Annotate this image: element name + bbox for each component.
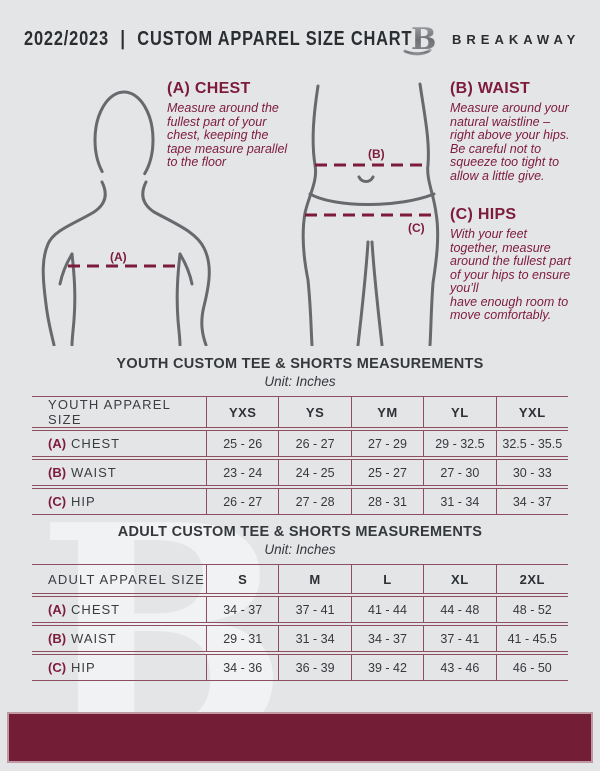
row-label: CHEST: [71, 602, 121, 617]
measurement-value: 31 - 34: [278, 625, 351, 652]
measurement-value: 27 - 30: [423, 459, 496, 486]
row-prefix: (B): [48, 631, 67, 646]
row-label: WAIST: [71, 465, 117, 480]
measurement-value: 32.5 - 35.5: [495, 430, 568, 457]
measurement-value: 25 - 26: [206, 430, 279, 457]
measurement-value: 37 - 41: [423, 625, 496, 652]
adult-waist-row: (B) WAIST 29 - 31 31 - 34 34 - 37 37 - 41…: [32, 625, 568, 652]
hips-marker-label: (C): [408, 221, 425, 235]
measurement-value: 27 - 29: [350, 430, 424, 457]
measurement-value: 29 - 31: [206, 625, 279, 652]
row-prefix: (C): [48, 494, 67, 509]
row-prefix: (C): [48, 660, 67, 675]
waist-marker-label: (B): [368, 147, 385, 161]
measurement-value: 41 - 45.5: [495, 625, 568, 652]
size-col-header: YM: [350, 396, 424, 428]
chest-marker-label: (A): [110, 250, 127, 264]
chest-heading: (A) CHEST: [167, 80, 251, 97]
measurement-value: 25 - 27: [350, 459, 424, 486]
row-label: WAIST: [71, 631, 117, 646]
brand-name: BREAKAWAY: [452, 31, 581, 47]
youth-header-row: YOUTH APPAREL SIZE YXS YS YM YL YXL: [32, 396, 568, 428]
row-prefix: (A): [48, 602, 67, 617]
youth-chest-row: (A) CHEST 25 - 26 26 - 27 27 - 29 29 - 32…: [32, 430, 568, 457]
hips-description: With your feet together, measure around …: [450, 227, 571, 322]
adult-table-title: ADULT CUSTOM TEE & SHORTS MEASUREMENTS: [117, 524, 483, 540]
upper-body-figure: [41, 90, 211, 346]
measurement-value: 29 - 32.5: [423, 430, 496, 457]
youth-table-title: YOUTH CUSTOM TEE & SHORTS MEASUREMENTS: [116, 356, 484, 372]
measurement-value: 41 - 44: [350, 596, 424, 623]
measurement-value: 43 - 46: [423, 654, 496, 681]
measurement-value: 30 - 33: [495, 459, 568, 486]
size-col-header: L: [350, 564, 424, 594]
size-col-header: YXL: [495, 396, 568, 428]
measurement-value: 39 - 42: [350, 654, 424, 681]
adult-chest-row: (A) CHEST 34 - 37 37 - 41 41 - 44 44 - 48…: [32, 596, 568, 623]
size-col-header: M: [278, 564, 351, 594]
adult-size-label-header: ADULT APPAREL SIZE: [32, 564, 206, 594]
svg-text:B: B: [411, 22, 436, 56]
size-col-header: YL: [423, 396, 496, 428]
size-col-header: YS: [278, 396, 351, 428]
row-prefix: (B): [48, 465, 67, 480]
measurement-row-label: (C) HIP: [32, 488, 206, 515]
row-label: CHEST: [71, 436, 121, 451]
measurement-value: 31 - 34: [423, 488, 496, 515]
measurement-value: 23 - 24: [206, 459, 279, 486]
adult-table-unit: Unit: Inches: [264, 542, 336, 557]
measurement-value: 26 - 27: [206, 488, 279, 515]
measurement-row-label: (A) CHEST: [32, 596, 206, 623]
page-header: 2022/2023 | CUSTOM APPAREL SIZE CHART: [24, 28, 412, 51]
header-separator: |: [120, 28, 126, 50]
youth-table-unit: Unit: Inches: [264, 374, 336, 389]
adult-size-table: ADULT APPAREL SIZE S M L XL 2XL (A) CHEST…: [32, 562, 568, 683]
adult-header-row: ADULT APPAREL SIZE S M L XL 2XL: [32, 564, 568, 594]
youth-size-label-header: YOUTH APPAREL SIZE: [32, 396, 206, 428]
measurement-value: 46 - 50: [495, 654, 568, 681]
measurement-value: 26 - 27: [278, 430, 351, 457]
footer-accent-bar: [7, 712, 593, 763]
row-label: HIP: [71, 494, 96, 509]
measurement-row-label: (B) WAIST: [32, 625, 206, 652]
youth-waist-row: (B) WAIST 23 - 24 24 - 25 25 - 27 27 - 30…: [32, 459, 568, 486]
chest-description: Measure around the fullest part of your …: [167, 101, 288, 169]
measurement-row-label: (C) HIP: [32, 654, 206, 681]
measurement-row-label: (B) WAIST: [32, 459, 206, 486]
size-col-header: YXS: [206, 396, 279, 428]
measurement-value: 37 - 41: [278, 596, 351, 623]
lower-body-figure: [301, 82, 440, 346]
hips-heading: (C) HIPS: [450, 206, 517, 223]
youth-size-table: YOUTH APPAREL SIZE YXS YS YM YL YXL (A) C…: [32, 394, 568, 517]
measurement-value: 48 - 52: [495, 596, 568, 623]
youth-hip-row: (C) HIP 26 - 27 27 - 28 28 - 31 31 - 34 3…: [32, 488, 568, 515]
size-col-header: S: [206, 564, 279, 594]
measurement-value: 34 - 37: [206, 596, 279, 623]
size-col-header: 2XL: [495, 564, 568, 594]
measurement-row-label: (A) CHEST: [32, 430, 206, 457]
waist-description: Measure around your natural waistline – …: [450, 101, 570, 183]
season-year: 2022/2023: [24, 28, 109, 50]
measurement-value: 36 - 39: [278, 654, 351, 681]
brand-logo: B BREAKAWAY: [402, 22, 580, 56]
measurement-value: 24 - 25: [278, 459, 351, 486]
measurement-value: 44 - 48: [423, 596, 496, 623]
size-col-header: XL: [423, 564, 496, 594]
waist-heading: (B) WAIST: [450, 80, 531, 97]
measurement-value: 34 - 37: [495, 488, 568, 515]
adult-hip-row: (C) HIP 34 - 36 36 - 39 39 - 42 43 - 46 4…: [32, 654, 568, 681]
measurement-value: 28 - 31: [350, 488, 424, 515]
measurement-value: 34 - 36: [206, 654, 279, 681]
page-title: CUSTOM APPAREL SIZE CHART: [137, 28, 413, 50]
measurement-value: 34 - 37: [350, 625, 424, 652]
breakaway-b-monogram-icon: B: [403, 22, 436, 56]
row-label: HIP: [71, 660, 96, 675]
measurement-value: 27 - 28: [278, 488, 351, 515]
row-prefix: (A): [48, 436, 67, 451]
